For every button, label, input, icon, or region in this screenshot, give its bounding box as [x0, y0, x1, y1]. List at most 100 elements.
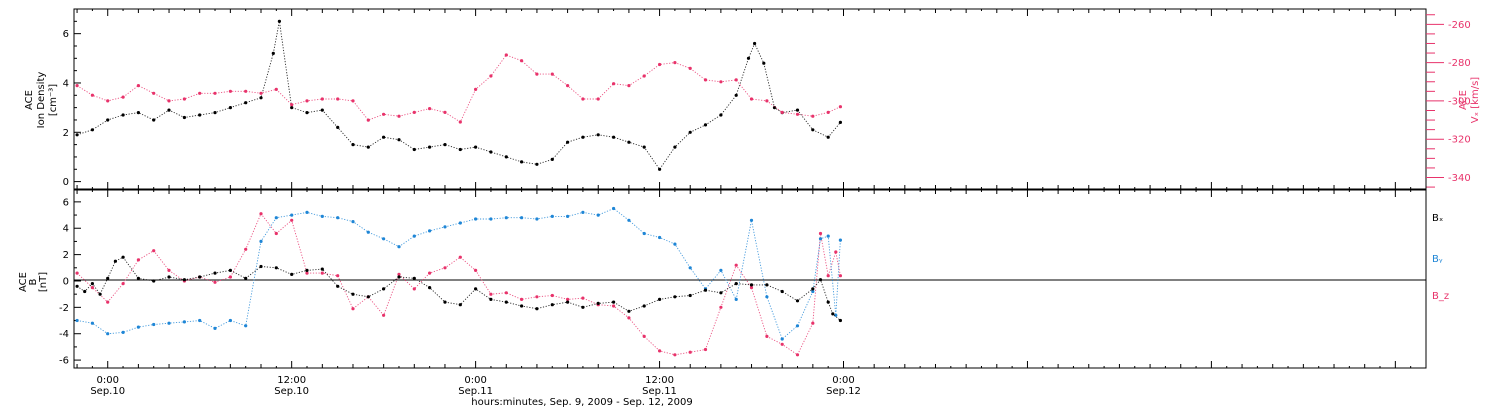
- bottom-left-label-unit: [nT]: [38, 272, 49, 292]
- density-tick-label: 0: [63, 177, 69, 188]
- by-point: [520, 216, 524, 220]
- by-point: [428, 229, 432, 233]
- density-point: [535, 162, 539, 166]
- bx-point: [734, 282, 738, 286]
- by-point: [474, 217, 478, 221]
- x-tick-label-date: Sep.12: [826, 386, 861, 397]
- vx-point: [244, 89, 248, 93]
- bx-point: [673, 295, 677, 299]
- density-point: [277, 19, 281, 23]
- bx-point: [121, 255, 125, 259]
- x-axis: 0:00Sep.1012:00Sep.100:00Sep.1112:00Sep.…: [76, 9, 1427, 397]
- x-tick-label-date: Sep.10: [274, 386, 309, 397]
- by-point: [550, 214, 554, 218]
- top-right-axis: -260 -280 -300 -320 -340: [1426, 14, 1471, 188]
- bottom-series-bz: [75, 212, 843, 357]
- top-series-vx: [75, 53, 843, 124]
- vx-point: [443, 110, 447, 114]
- top-left-label-ace: ACE: [24, 90, 35, 110]
- vx-point: [826, 110, 830, 114]
- density-point: [581, 135, 585, 139]
- vx-tick-label: -280: [1448, 58, 1471, 69]
- b-tick-label: 2: [63, 250, 69, 261]
- vx-point: [274, 87, 278, 91]
- vx-point: [382, 112, 386, 116]
- bz-point: [305, 271, 309, 275]
- b-tick-label: 0: [63, 276, 69, 287]
- density-point: [627, 140, 631, 144]
- bx-point: [443, 300, 447, 304]
- top-panel-frame: [73, 8, 1427, 190]
- top-series-density: [75, 19, 843, 171]
- bx-point: [838, 318, 843, 323]
- vx-tick-label: -340: [1448, 173, 1471, 184]
- bottom-left-axis: -6 -4 -2 0 2 4 6: [59, 197, 81, 367]
- by-point: [213, 326, 217, 330]
- bz-point: [811, 321, 815, 325]
- bx-point: [550, 303, 554, 307]
- vx-point: [90, 93, 94, 97]
- by-point: [305, 210, 309, 214]
- by-point: [198, 318, 202, 323]
- bz-point: [688, 350, 692, 354]
- bx-point-trace: [76, 256, 841, 321]
- density-tick-label: 6: [63, 29, 69, 40]
- legend-bx: Bₓ: [1432, 213, 1443, 224]
- by-point: [121, 330, 125, 334]
- density-point: [198, 113, 202, 117]
- bz-point-trace: [76, 212, 841, 356]
- by-point: [596, 213, 600, 217]
- b-tick-label: -2: [59, 303, 69, 314]
- bx-point: [320, 267, 324, 271]
- by-point: [90, 321, 94, 325]
- bz-point: [550, 293, 554, 298]
- vx-point: [795, 112, 800, 116]
- bx-point: [612, 300, 616, 304]
- bz-point: [228, 275, 232, 279]
- vx-point-trace: [76, 54, 841, 123]
- density-point: [443, 143, 447, 147]
- bx-point: [351, 292, 355, 296]
- top-right-label-vx: Vₓ [km/s]: [1470, 77, 1481, 123]
- b-tick-label: 4: [63, 224, 69, 235]
- x-axis-title: hours:minutes, Sep. 9, 2009 - Sep. 12, 2…: [471, 397, 692, 408]
- vx-point: [535, 72, 539, 76]
- vx-point: [351, 99, 355, 103]
- bx-point: [167, 275, 171, 279]
- top-left-label-ion-density: Ion Density: [36, 72, 47, 129]
- bx-point: [504, 300, 508, 304]
- density-point: [458, 147, 462, 152]
- by-point: [838, 238, 843, 242]
- b-tick-label: 6: [63, 197, 69, 208]
- bx-point: [259, 264, 263, 269]
- top-left-axis: 0 2 4 6: [63, 8, 81, 188]
- density-point: [290, 106, 294, 110]
- bx-point: [152, 279, 156, 283]
- bottom-panel-frame: [73, 189, 1427, 369]
- vx-tick-label: -320: [1448, 135, 1471, 146]
- bottom-left-label-b: B: [28, 278, 39, 285]
- by-point: [765, 295, 769, 299]
- top-left-label-unit: [cm⁻³]: [48, 84, 59, 116]
- bx-point: [581, 305, 585, 309]
- by-point: [749, 218, 754, 222]
- density-tick-label: 4: [63, 78, 69, 89]
- vx-tick-label: -300: [1448, 96, 1471, 107]
- density-point: [504, 155, 508, 159]
- density-point: [489, 150, 493, 154]
- bx-point: [535, 307, 539, 311]
- vx-point: [504, 53, 508, 57]
- density-point: [259, 96, 263, 100]
- vx-point: [121, 95, 125, 99]
- bz-point: [834, 250, 838, 254]
- bz-point: [749, 286, 754, 290]
- vx-point: [688, 66, 692, 70]
- by-point-trace: [77, 207, 841, 340]
- by-point: [382, 237, 386, 241]
- vx-point: [320, 97, 324, 101]
- x-tick-label-time: 0:00: [464, 375, 486, 386]
- density-point: [762, 61, 766, 65]
- x-tick-label-time: 0:00: [832, 375, 854, 386]
- by-point: [489, 217, 493, 221]
